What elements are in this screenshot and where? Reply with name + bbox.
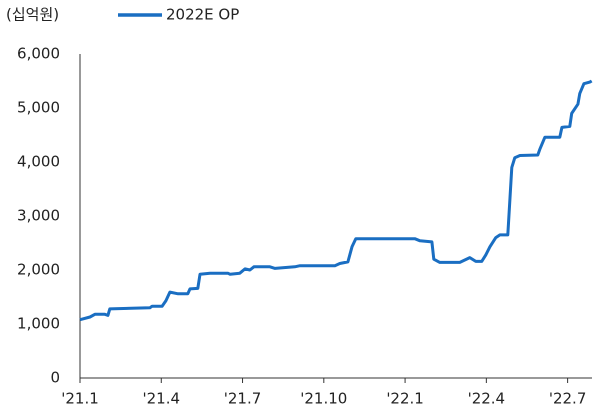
y-tick-label: 1,000 xyxy=(17,315,60,333)
x-tick-label: '21.4 xyxy=(143,390,181,408)
series-line xyxy=(79,79,593,322)
y-tick-label: 6,000 xyxy=(17,45,60,63)
y-tick-label: 3,000 xyxy=(17,207,60,225)
x-tick-label: '22.1 xyxy=(386,390,424,408)
y-tick-label: 0 xyxy=(50,369,60,387)
x-tick-label: '22.4 xyxy=(468,390,506,408)
x-tick-label: '21.7 xyxy=(224,390,262,408)
y-tick-label: 4,000 xyxy=(17,153,60,171)
y-tick-label: 2,000 xyxy=(17,261,60,279)
y-tick-label: 5,000 xyxy=(17,99,60,117)
legend-label: 2022E OP xyxy=(166,6,239,24)
x-tick-label: '21.1 xyxy=(61,390,99,408)
x-tick-label: '21.10 xyxy=(300,390,347,408)
unit-label: (십억원) xyxy=(6,6,59,24)
x-tick-label: '22.7 xyxy=(549,390,587,408)
